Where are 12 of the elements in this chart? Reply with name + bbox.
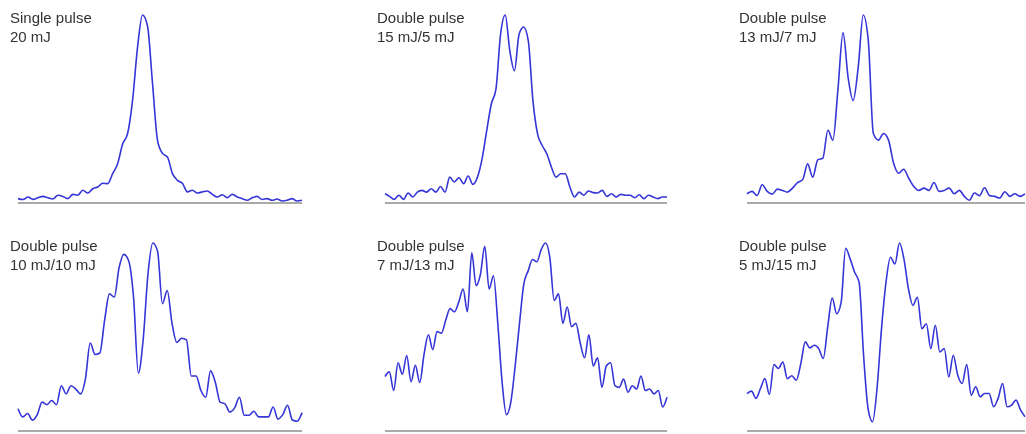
chart-title: Double pulse [739,237,827,254]
text: 5 mJ/15 mJ [739,256,817,273]
chart-title: Double pulse [739,9,827,26]
chart-title: Single pulse [10,9,92,26]
chart-title: Double pulse [377,9,465,26]
chart-title: Double pulse [10,237,98,254]
chart-title: Double pulse [377,237,465,254]
text: 15 mJ/5 mJ [377,28,455,45]
text: 13 mJ/7 mJ [739,28,817,45]
text: 10 mJ/10 mJ [10,256,96,273]
text: 20 mJ [10,28,51,45]
text: 7 mJ/13 mJ [377,256,455,273]
